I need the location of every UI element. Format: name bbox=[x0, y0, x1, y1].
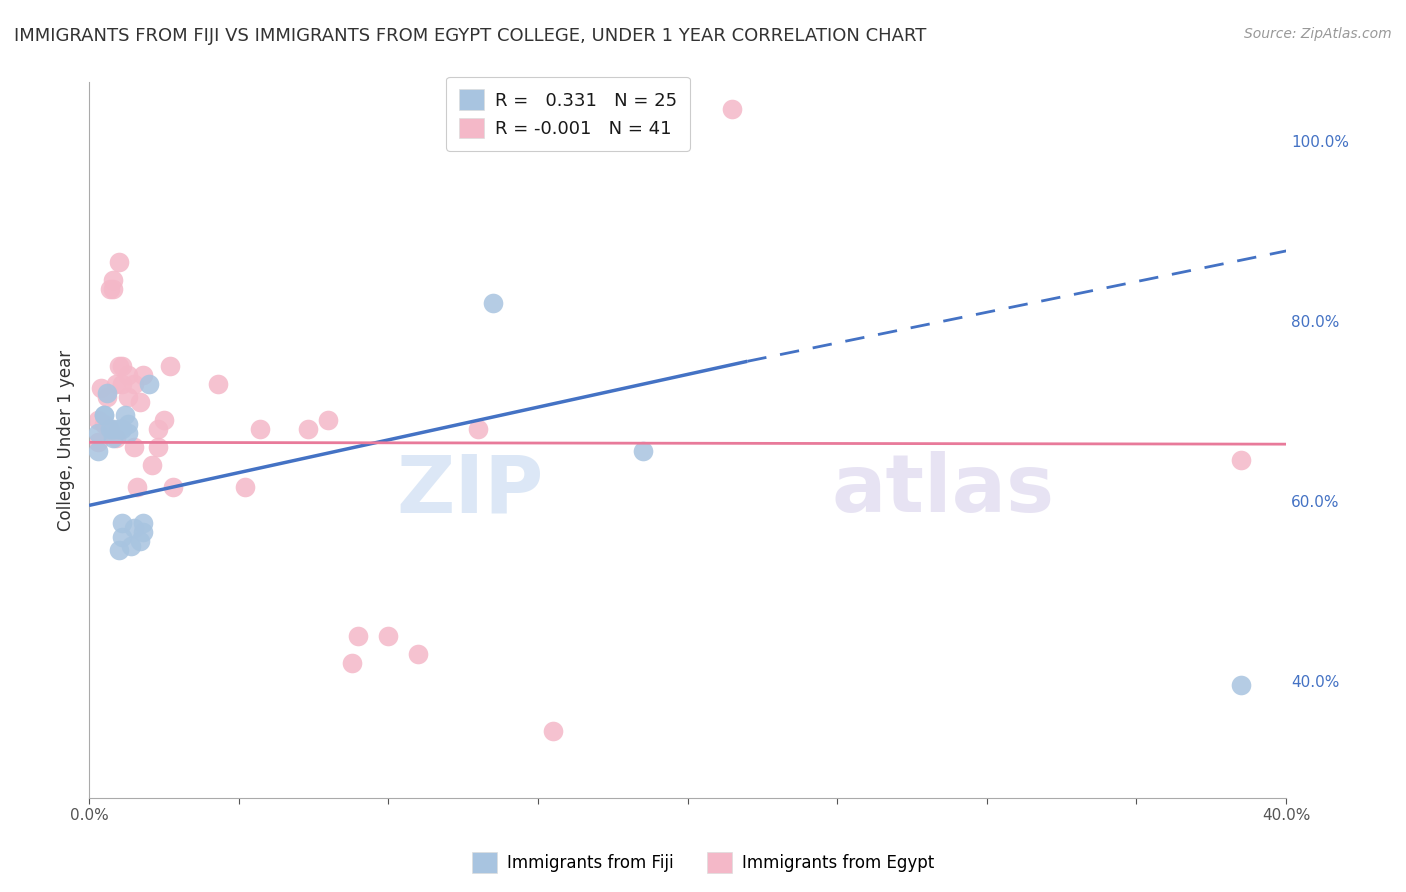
Point bbox=[1230, 453, 1253, 467]
Point bbox=[108, 359, 131, 373]
Point bbox=[117, 390, 139, 404]
Point bbox=[146, 440, 169, 454]
Point bbox=[87, 444, 110, 458]
Point bbox=[129, 534, 152, 549]
Text: atlas: atlas bbox=[831, 451, 1054, 529]
Point bbox=[482, 295, 505, 310]
Point bbox=[108, 255, 131, 269]
Point bbox=[101, 431, 124, 445]
Point bbox=[162, 480, 184, 494]
Point bbox=[132, 525, 155, 540]
Point bbox=[105, 431, 128, 445]
Point bbox=[249, 422, 271, 436]
Point bbox=[101, 282, 124, 296]
Point bbox=[101, 273, 124, 287]
Point bbox=[120, 539, 142, 553]
Point bbox=[125, 480, 148, 494]
Point bbox=[90, 381, 112, 395]
Text: Source: ZipAtlas.com: Source: ZipAtlas.com bbox=[1244, 27, 1392, 41]
Point bbox=[114, 409, 136, 423]
Point bbox=[87, 435, 110, 450]
Point bbox=[467, 422, 489, 436]
Point bbox=[132, 516, 155, 531]
Point bbox=[111, 516, 134, 531]
Point bbox=[93, 417, 115, 432]
Point bbox=[117, 417, 139, 432]
Point bbox=[129, 394, 152, 409]
Point bbox=[541, 723, 564, 738]
Point bbox=[233, 480, 256, 494]
Point bbox=[98, 282, 121, 296]
Point bbox=[141, 458, 163, 472]
Point bbox=[406, 647, 429, 661]
Point bbox=[101, 422, 124, 436]
Point bbox=[721, 102, 744, 116]
Point bbox=[297, 422, 319, 436]
Y-axis label: College, Under 1 year: College, Under 1 year bbox=[58, 350, 75, 531]
Point bbox=[146, 422, 169, 436]
Point bbox=[207, 376, 229, 391]
Legend: R =   0.331   N = 25, R = -0.001   N = 41: R = 0.331 N = 25, R = -0.001 N = 41 bbox=[446, 77, 689, 151]
Point bbox=[122, 376, 145, 391]
Point bbox=[342, 656, 364, 670]
Point bbox=[631, 444, 654, 458]
Point bbox=[111, 359, 134, 373]
Point bbox=[108, 422, 131, 436]
Point bbox=[93, 409, 115, 423]
Point bbox=[98, 422, 121, 436]
Point bbox=[108, 543, 131, 558]
Point bbox=[122, 440, 145, 454]
Point bbox=[1230, 678, 1253, 692]
Point bbox=[159, 359, 181, 373]
Point bbox=[122, 521, 145, 535]
Point bbox=[96, 385, 118, 400]
Point bbox=[347, 629, 370, 643]
Point bbox=[98, 422, 121, 436]
Text: IMMIGRANTS FROM FIJI VS IMMIGRANTS FROM EGYPT COLLEGE, UNDER 1 YEAR CORRELATION : IMMIGRANTS FROM FIJI VS IMMIGRANTS FROM … bbox=[14, 27, 927, 45]
Point bbox=[132, 368, 155, 382]
Point bbox=[117, 426, 139, 441]
Point bbox=[111, 530, 134, 544]
Legend: Immigrants from Fiji, Immigrants from Egypt: Immigrants from Fiji, Immigrants from Eg… bbox=[465, 846, 941, 880]
Point bbox=[87, 413, 110, 427]
Point bbox=[93, 409, 115, 423]
Point bbox=[117, 368, 139, 382]
Point bbox=[153, 413, 176, 427]
Point bbox=[377, 629, 399, 643]
Text: ZIP: ZIP bbox=[396, 451, 544, 529]
Point bbox=[318, 413, 340, 427]
Point bbox=[87, 426, 110, 441]
Point bbox=[105, 376, 128, 391]
Point bbox=[111, 422, 134, 436]
Point bbox=[138, 376, 160, 391]
Point bbox=[96, 390, 118, 404]
Point bbox=[111, 376, 134, 391]
